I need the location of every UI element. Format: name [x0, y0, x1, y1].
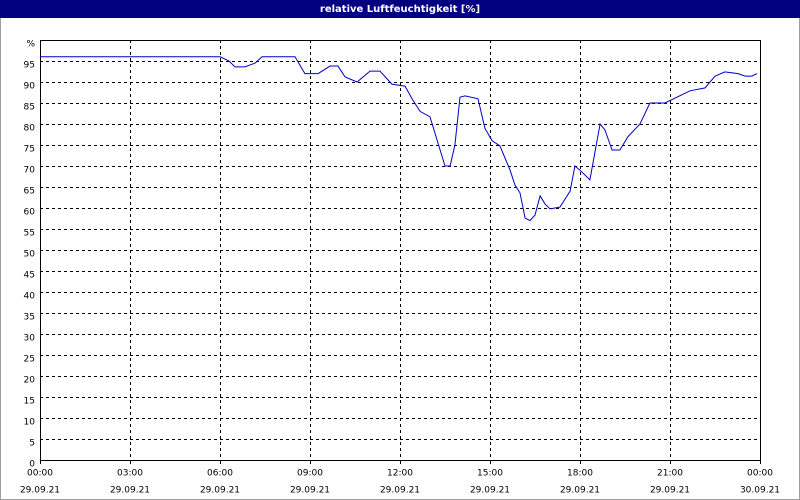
- y-tick-label: %: [26, 40, 35, 50]
- y-tick-label: 30: [24, 334, 36, 344]
- y-tick-label: 0: [29, 460, 35, 470]
- y-tick-label: 60: [24, 208, 36, 218]
- plot-border: [40, 40, 761, 461]
- x-tick-date: 29.09.21: [380, 486, 420, 496]
- x-tick-date: 29.09.21: [560, 486, 600, 496]
- y-tick-label: 10: [24, 418, 36, 428]
- y-tick-label: 75: [24, 145, 35, 155]
- x-tick-date: 29.09.21: [110, 486, 150, 496]
- x-tick-date: 29.09.21: [20, 486, 60, 496]
- x-tick-label: 06:00: [207, 469, 233, 479]
- y-tick-label: 20: [24, 376, 36, 386]
- y-tick-label: 50: [24, 250, 36, 260]
- y-tick-label: 85: [24, 103, 35, 113]
- y-tick-label: 70: [24, 166, 36, 176]
- x-tick-label: 18:00: [567, 469, 593, 479]
- x-tick-label: 03:00: [117, 469, 143, 479]
- y-tick-label: 35: [24, 313, 35, 323]
- title-bar: [0, 0, 800, 18]
- x-tick-date: 30.09.21: [740, 486, 780, 496]
- x-tick-date: 29.09.21: [290, 486, 330, 496]
- x-tick-date: 29.09.21: [200, 486, 240, 496]
- y-tick-label: 65: [24, 187, 35, 197]
- y-tick-label: 45: [24, 271, 35, 281]
- chart-title: relative Luftfeuchtigkeit [%]: [320, 4, 480, 15]
- x-tick-label: 21:00: [657, 469, 683, 479]
- y-tick-label: 15: [24, 397, 35, 407]
- x-tick-date: 29.09.21: [650, 486, 690, 496]
- x-tick-label: 15:00: [477, 469, 503, 479]
- y-tick-label: 55: [24, 229, 35, 239]
- x-tick-date: 29.09.21: [470, 486, 510, 496]
- x-tick-label: 00:00: [27, 469, 53, 479]
- y-tick-label: 90: [24, 82, 36, 92]
- x-tick-label: 00:00: [747, 469, 773, 479]
- y-tick-label: 40: [24, 292, 36, 302]
- y-tick-label: 25: [24, 355, 35, 365]
- data-line: [40, 56, 758, 222]
- x-tick-label: 12:00: [387, 469, 413, 479]
- y-tick-label: 5: [29, 439, 35, 449]
- y-tick-label: 95: [24, 61, 35, 71]
- y-tick-label: 80: [24, 124, 36, 134]
- x-tick-label: 09:00: [297, 469, 323, 479]
